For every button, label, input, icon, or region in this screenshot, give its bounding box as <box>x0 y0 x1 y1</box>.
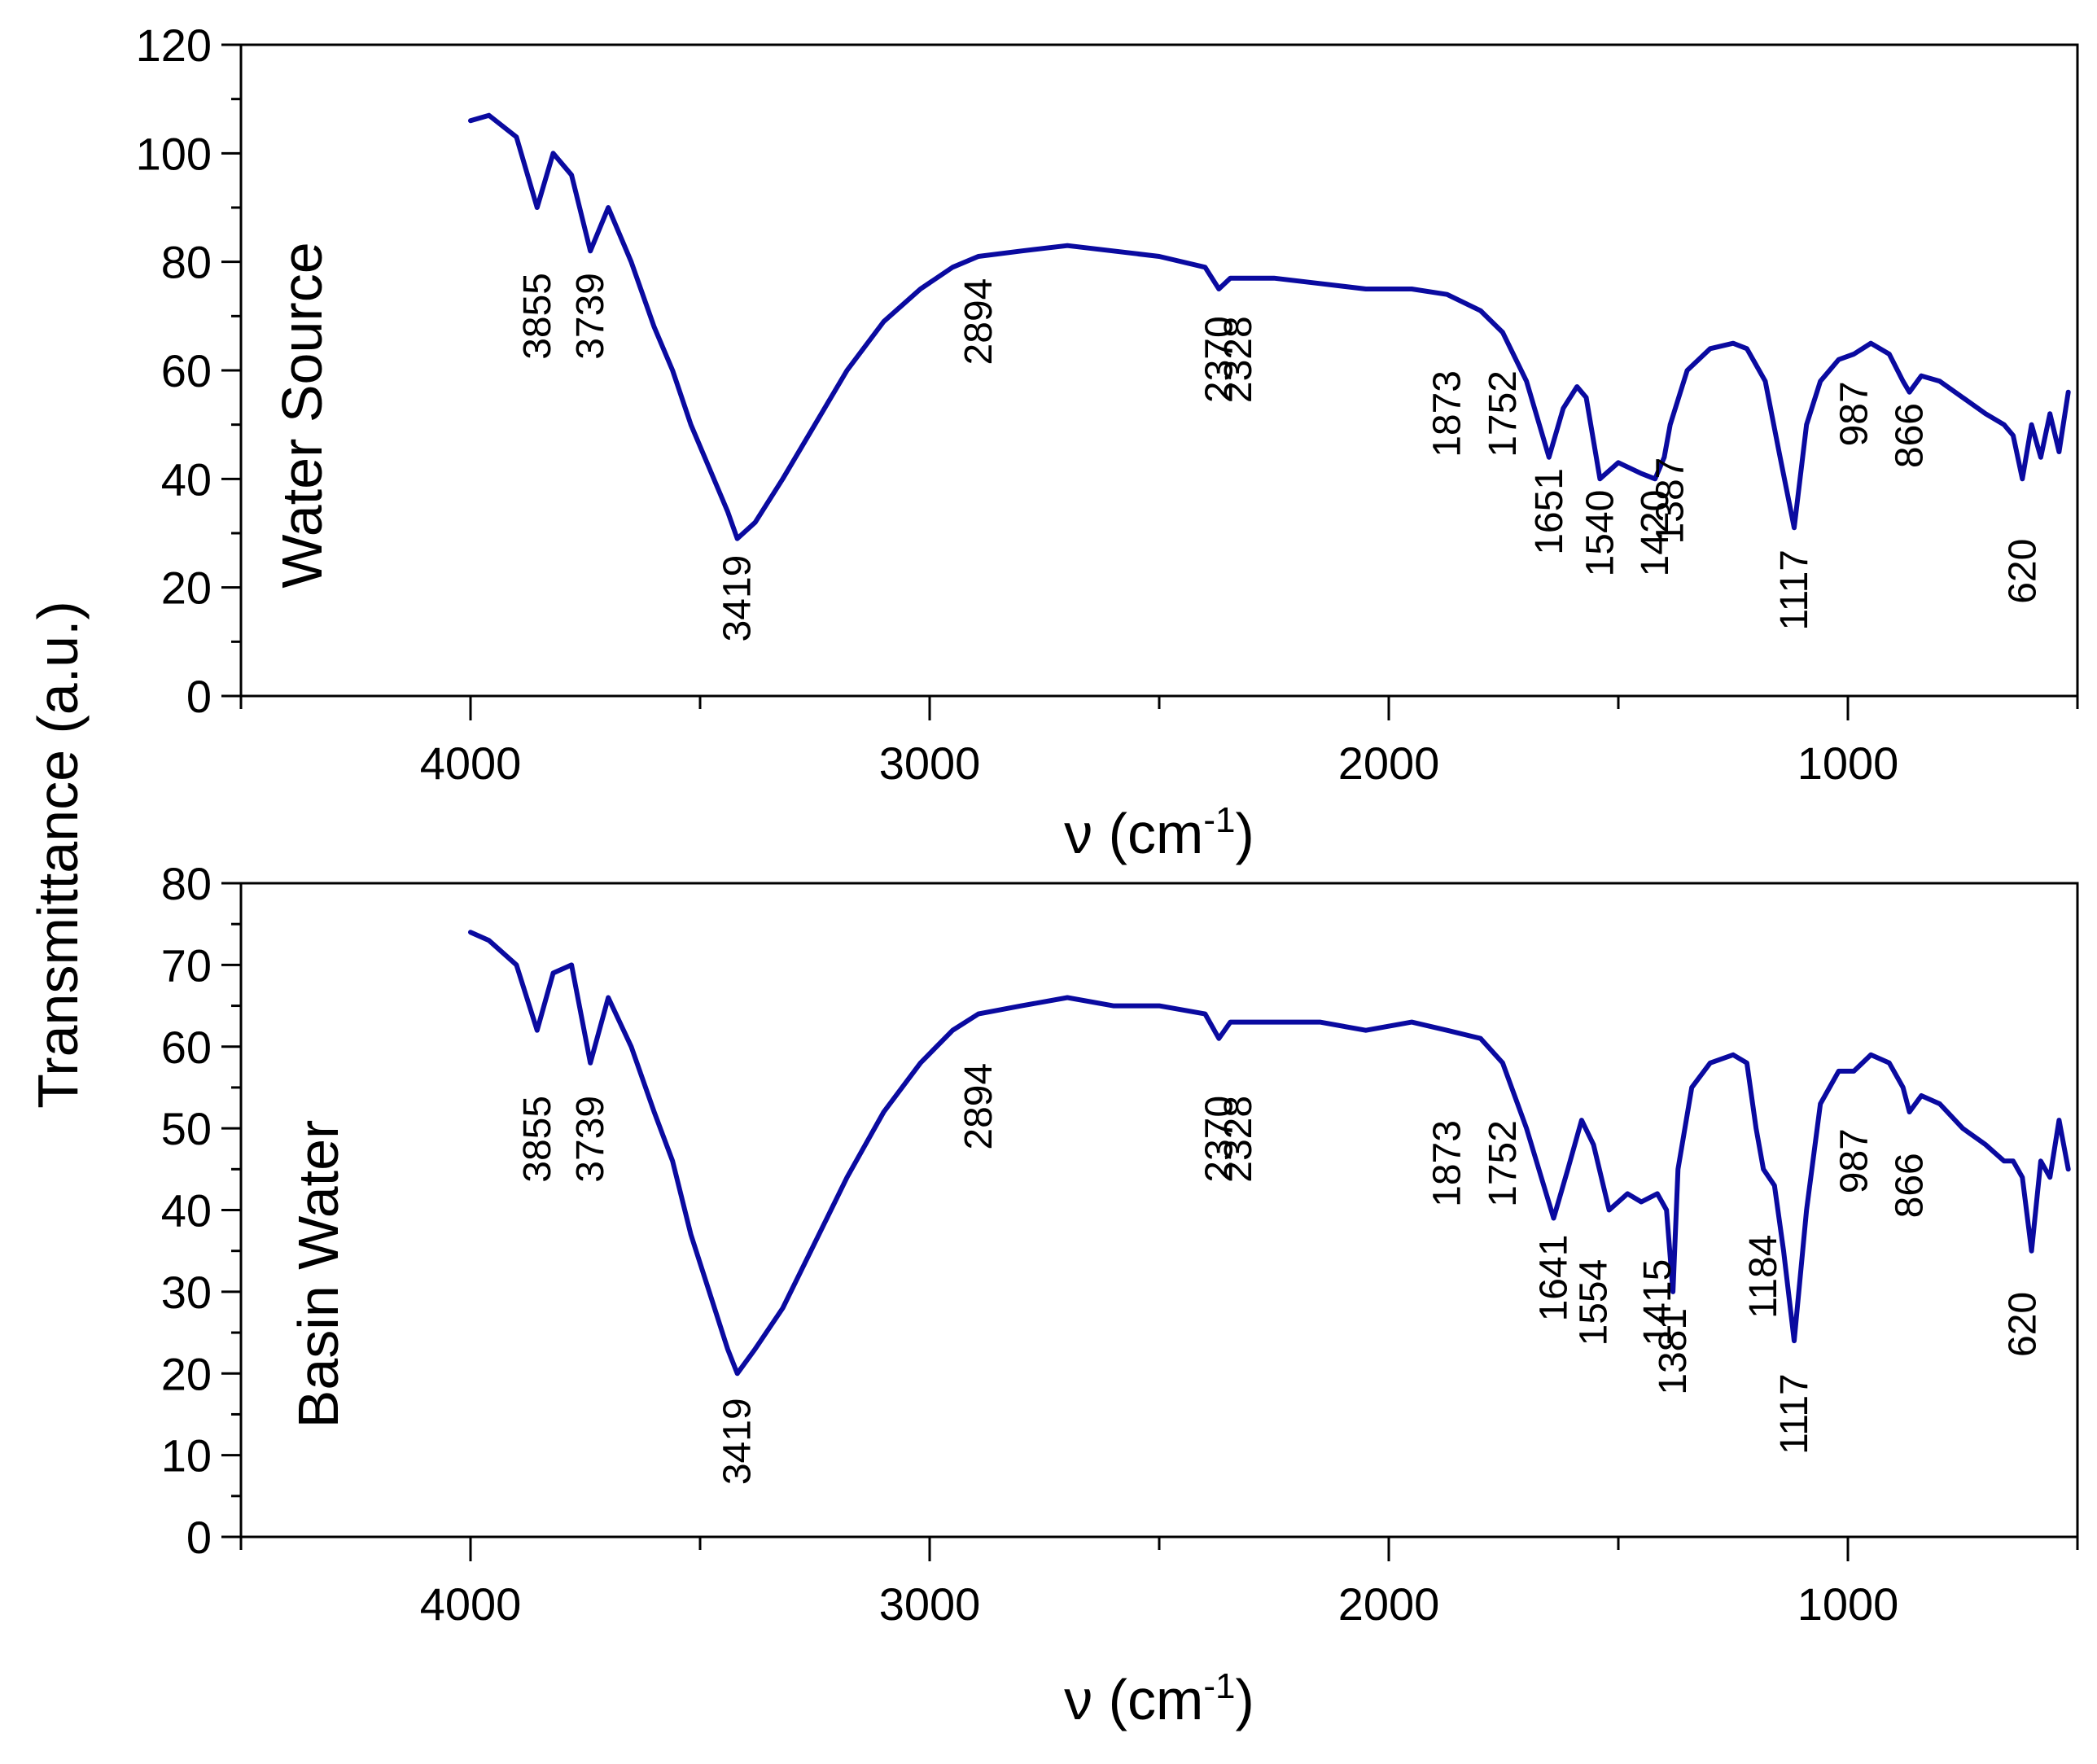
x-tick-label: 2000 <box>1338 1578 1440 1630</box>
x-axis-title-superscript: -1 <box>1203 1666 1235 1706</box>
y-tick-label: 20 <box>161 562 212 614</box>
y-tick-label: 100 <box>136 128 212 179</box>
peak-label: 1873 <box>1426 370 1469 457</box>
y-tick-label: 0 <box>186 1512 212 1563</box>
x-axis-title-close: ) <box>1235 1668 1254 1731</box>
y-tick-label: 40 <box>161 1185 212 1237</box>
panel-basin-water: 0 10 20 30 40 50 60 70 80 4000 3000 2000 1000 ν (cm-1… <box>161 858 2077 1731</box>
peak-label: 987 <box>1832 1128 1876 1193</box>
peak-label: 1184 <box>1742 1235 1785 1319</box>
y-tick-label: 80 <box>161 858 212 909</box>
peak-label: 2328 <box>1217 1096 1260 1183</box>
y-tick-label: 50 <box>161 1103 212 1154</box>
y-tick-label: 20 <box>161 1348 212 1399</box>
peak-label: 866 <box>1889 403 1932 468</box>
y-tick-label: 80 <box>161 237 212 288</box>
peak-label: 1873 <box>1426 1120 1469 1207</box>
panel-title: Water Source <box>270 242 334 588</box>
x-tick-label: 3000 <box>879 1578 981 1630</box>
peak-label: 1381 <box>1652 1308 1695 1395</box>
peak-label: 620 <box>2001 1292 2044 1357</box>
x-axis-title-close: ) <box>1235 802 1254 865</box>
x-tick-label: 2000 <box>1338 738 1440 789</box>
panel-title: Basin Water <box>287 1120 350 1429</box>
peak-label: 1641 <box>1532 1235 1575 1322</box>
x-axis-title-main: ν (cm <box>1064 802 1203 865</box>
peak-label: 1752 <box>1482 370 1525 457</box>
peak-label: 3855 <box>516 273 559 360</box>
peak-label: 1651 <box>1528 468 1571 555</box>
peak-label: 1117 <box>1773 549 1816 631</box>
series-line <box>471 932 2069 1373</box>
x-axis-title-main: ν (cm <box>1064 1668 1203 1731</box>
peak-label: 620 <box>2001 539 2044 604</box>
x-tick-label: 1000 <box>1797 1578 1899 1630</box>
y-tick-label: 0 <box>186 671 212 722</box>
peak-label: 1540 <box>1578 490 1622 577</box>
x-axis-title: ν (cm-1) <box>1064 1666 1254 1731</box>
peak-label: 2894 <box>957 1063 1000 1150</box>
y-tick-label: 120 <box>136 20 212 71</box>
peak-label: 1117 <box>1773 1373 1816 1455</box>
panel-water-source: 0 20 40 60 80 100 120 4000 3000 2000 1000 ν (cm-1) W… <box>136 20 2077 865</box>
peak-label: 987 <box>1832 381 1876 446</box>
series-line <box>471 116 2069 539</box>
peak-label: 1752 <box>1482 1120 1525 1207</box>
ftir-figure: Transmittance (a.u.) 0204060801001204000… <box>0 0 2097 1764</box>
y-tick-label: 60 <box>161 345 212 396</box>
x-tick-label: 1000 <box>1797 738 1899 789</box>
peak-label: 866 <box>1889 1153 1932 1218</box>
peak-label: 3855 <box>516 1096 559 1183</box>
y-tick-label: 60 <box>161 1022 212 1073</box>
x-tick-label: 4000 <box>420 1578 522 1630</box>
y-tick-label: 30 <box>161 1267 212 1318</box>
peak-label: 2328 <box>1217 316 1260 403</box>
y-tick-label: 10 <box>161 1430 212 1482</box>
x-tick-label: 3000 <box>879 738 981 789</box>
y-axis-title: Transmittance (a.u.) <box>26 601 90 1109</box>
peak-label: 3739 <box>569 1096 612 1183</box>
peak-label: 3419 <box>716 555 760 642</box>
peak-label: 2894 <box>957 278 1000 365</box>
peak-label: 1387 <box>1649 457 1692 545</box>
y-tick-label: 40 <box>161 453 212 505</box>
peak-label: 3739 <box>569 273 612 360</box>
x-tick-label: 4000 <box>420 738 522 789</box>
peak-label: 1554 <box>1573 1259 1616 1346</box>
x-axis-title-superscript: -1 <box>1203 800 1235 840</box>
y-tick-label: 70 <box>161 939 212 991</box>
x-axis-title: ν (cm-1) <box>1064 800 1254 865</box>
peak-label: 3419 <box>716 1398 760 1485</box>
